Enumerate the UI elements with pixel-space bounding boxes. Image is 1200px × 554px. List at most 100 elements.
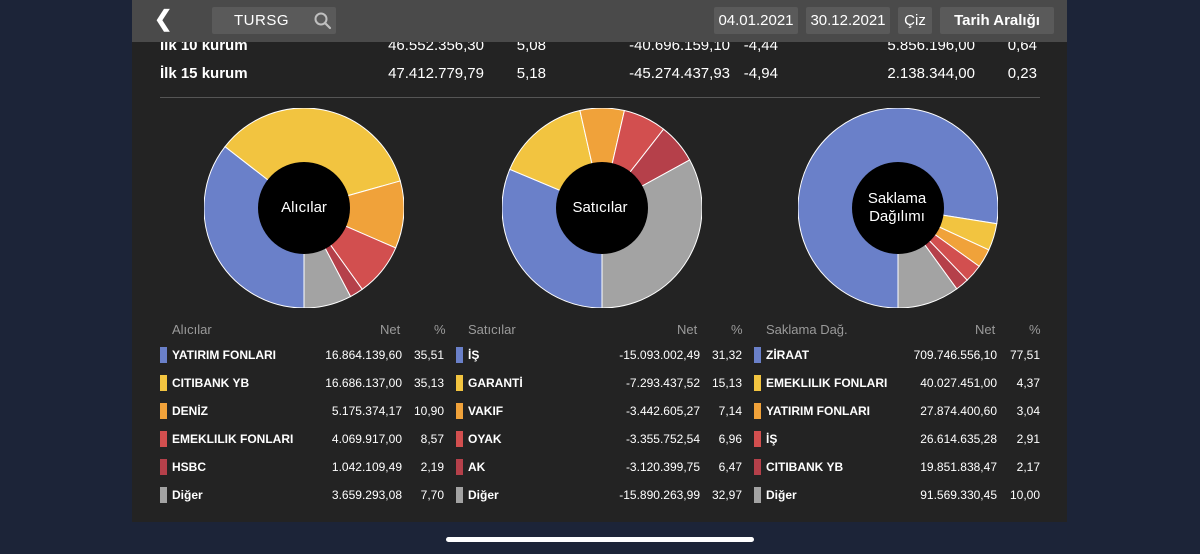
row-net: 16.686.137,00 (325, 376, 402, 390)
summary-pct: -4,94 (743, 65, 778, 82)
table-row: OYAK -3.355.752,54 6,96 (456, 430, 746, 450)
buyers-table-header: Alıcılar (172, 322, 212, 337)
draw-button[interactable]: Çiz (898, 7, 932, 34)
row-name: GARANTİ (468, 376, 523, 390)
summary-pct: 0,23 (1007, 65, 1037, 82)
summary-value: 47.412.779,79 (388, 65, 484, 82)
table-row: EMEKLILIK FONLARI 4.069.917,00 8,57 (160, 430, 450, 450)
row-net: 27.874.400,60 (920, 404, 997, 418)
buyers-net-header: Net (380, 322, 401, 337)
donut-hole (556, 162, 648, 254)
table-row: CITIBANK YB 19.851.838,47 2,17 (754, 458, 1044, 478)
legend-swatch (754, 347, 761, 363)
row-pct: 77,51 (1009, 348, 1040, 362)
row-name: EMEKLILIK FONLARI (172, 432, 294, 446)
custody-pct-header: % (1029, 322, 1041, 337)
legend-swatch (160, 403, 167, 419)
row-net: 16.864.139,60 (325, 348, 402, 362)
row-name: DENİZ (172, 404, 208, 418)
row-net: -3.355.752,54 (625, 432, 700, 446)
start-date-button[interactable]: 04.01.2021 (714, 7, 798, 34)
legend-swatch (456, 347, 463, 363)
row-name: İŞ (766, 432, 778, 446)
table-row: Diğer 91.569.330,45 10,00 (754, 486, 1044, 506)
row-name: Diğer (468, 488, 499, 502)
row-pct: 4,37 (1016, 376, 1040, 390)
row-pct: 6,47 (718, 460, 742, 474)
row-name: Diğer (172, 488, 203, 502)
legend-swatch (456, 375, 463, 391)
custody-net-header: Net (975, 322, 996, 337)
sellers-net-header: Net (677, 322, 698, 337)
row-net: 1.042.109,49 (331, 460, 402, 474)
custody-center-line1: Saklama (867, 190, 927, 207)
table-row: EMEKLILIK FONLARI 40.027.451,00 4,37 (754, 374, 1044, 394)
custody-center-line2: Dağılımı (869, 208, 925, 225)
summary-value: -45.274.437,93 (629, 65, 730, 82)
buyers-pct-header: % (434, 322, 446, 337)
table-row: DENİZ 5.175.374,17 10,90 (160, 402, 450, 422)
table-row: YATIRIM FONLARI 27.874.400,60 3,04 (754, 402, 1044, 422)
row-net: 3.659.293,08 (331, 488, 402, 502)
home-indicator (446, 537, 754, 542)
search-icon[interactable] (314, 12, 332, 30)
row-name: Diğer (766, 488, 797, 502)
row-net: 709.746.556,10 (913, 348, 997, 362)
row-net: -3.442.605,27 (625, 404, 700, 418)
table-row: HSBC 1.042.109,49 2,19 (160, 458, 450, 478)
sellers-center-label: Satıcılar (572, 199, 628, 216)
row-name: CITIBANK YB (766, 460, 844, 474)
legend-swatch (456, 487, 463, 503)
row-name: EMEKLILIK FONLARI (766, 376, 888, 390)
summary-pct: 5,18 (516, 65, 546, 82)
buyers-donut-chart (204, 108, 404, 308)
row-pct: 2,19 (420, 460, 444, 474)
legend-swatch (754, 487, 761, 503)
row-name: HSBC (172, 460, 207, 474)
row-pct: 2,91 (1016, 432, 1040, 446)
date-range-button[interactable]: Tarih Aralığı (940, 7, 1054, 34)
legend-swatch (456, 431, 463, 447)
search-value: TURSG (234, 12, 289, 29)
row-pct: 10,90 (413, 404, 444, 418)
row-pct: 3,04 (1016, 404, 1040, 418)
donut-hole (258, 162, 350, 254)
row-pct: 35,13 (413, 376, 444, 390)
row-name: VAKIF (468, 404, 504, 418)
summary-name: İlk 15 kurum (160, 65, 248, 82)
row-name: İŞ (468, 348, 480, 362)
table-row: GARANTİ -7.293.437,52 15,13 (456, 374, 746, 394)
table-row: İŞ -15.093.002,49 31,32 (456, 346, 746, 366)
row-name: OYAK (468, 432, 502, 446)
row-net: -7.293.437,52 (625, 376, 700, 390)
donut-slice (224, 108, 401, 209)
row-net: 4.069.917,00 (331, 432, 402, 446)
row-pct: 10,00 (1009, 488, 1040, 502)
row-net: -15.093.002,49 (619, 348, 700, 362)
row-name: YATIRIM FONLARI (766, 404, 870, 418)
table-row: İŞ 26.614.635,28 2,91 (754, 430, 1044, 450)
donut-hole (852, 162, 944, 254)
legend-swatch (754, 459, 761, 475)
row-net: 5.175.374,17 (331, 404, 402, 418)
table-row: Diğer -15.890.263,99 32,97 (456, 486, 746, 506)
sellers-pct-header: % (731, 322, 743, 337)
row-pct: 35,51 (413, 348, 444, 362)
summary-value: 2.138.344,00 (887, 65, 975, 82)
row-pct: 7,14 (718, 404, 742, 418)
row-pct: 7,70 (420, 488, 444, 502)
legend-swatch (754, 431, 761, 447)
buyers-center-label: Alıcılar (281, 199, 327, 216)
back-button[interactable]: ❮ (154, 6, 173, 31)
row-net: 40.027.451,00 (920, 376, 997, 390)
table-row: ZİRAAT 709.746.556,10 77,51 (754, 346, 1044, 366)
row-name: AK (468, 460, 486, 474)
row-pct: 6,96 (718, 432, 742, 446)
row-pct: 15,13 (711, 376, 742, 390)
legend-swatch (160, 431, 167, 447)
end-date-button[interactable]: 30.12.2021 (806, 7, 890, 34)
legend-swatch (160, 347, 167, 363)
divider (160, 97, 1040, 98)
table-row: YATIRIM FONLARI 16.864.139,60 35,51 (160, 346, 450, 366)
custody-donut-chart (798, 108, 998, 308)
